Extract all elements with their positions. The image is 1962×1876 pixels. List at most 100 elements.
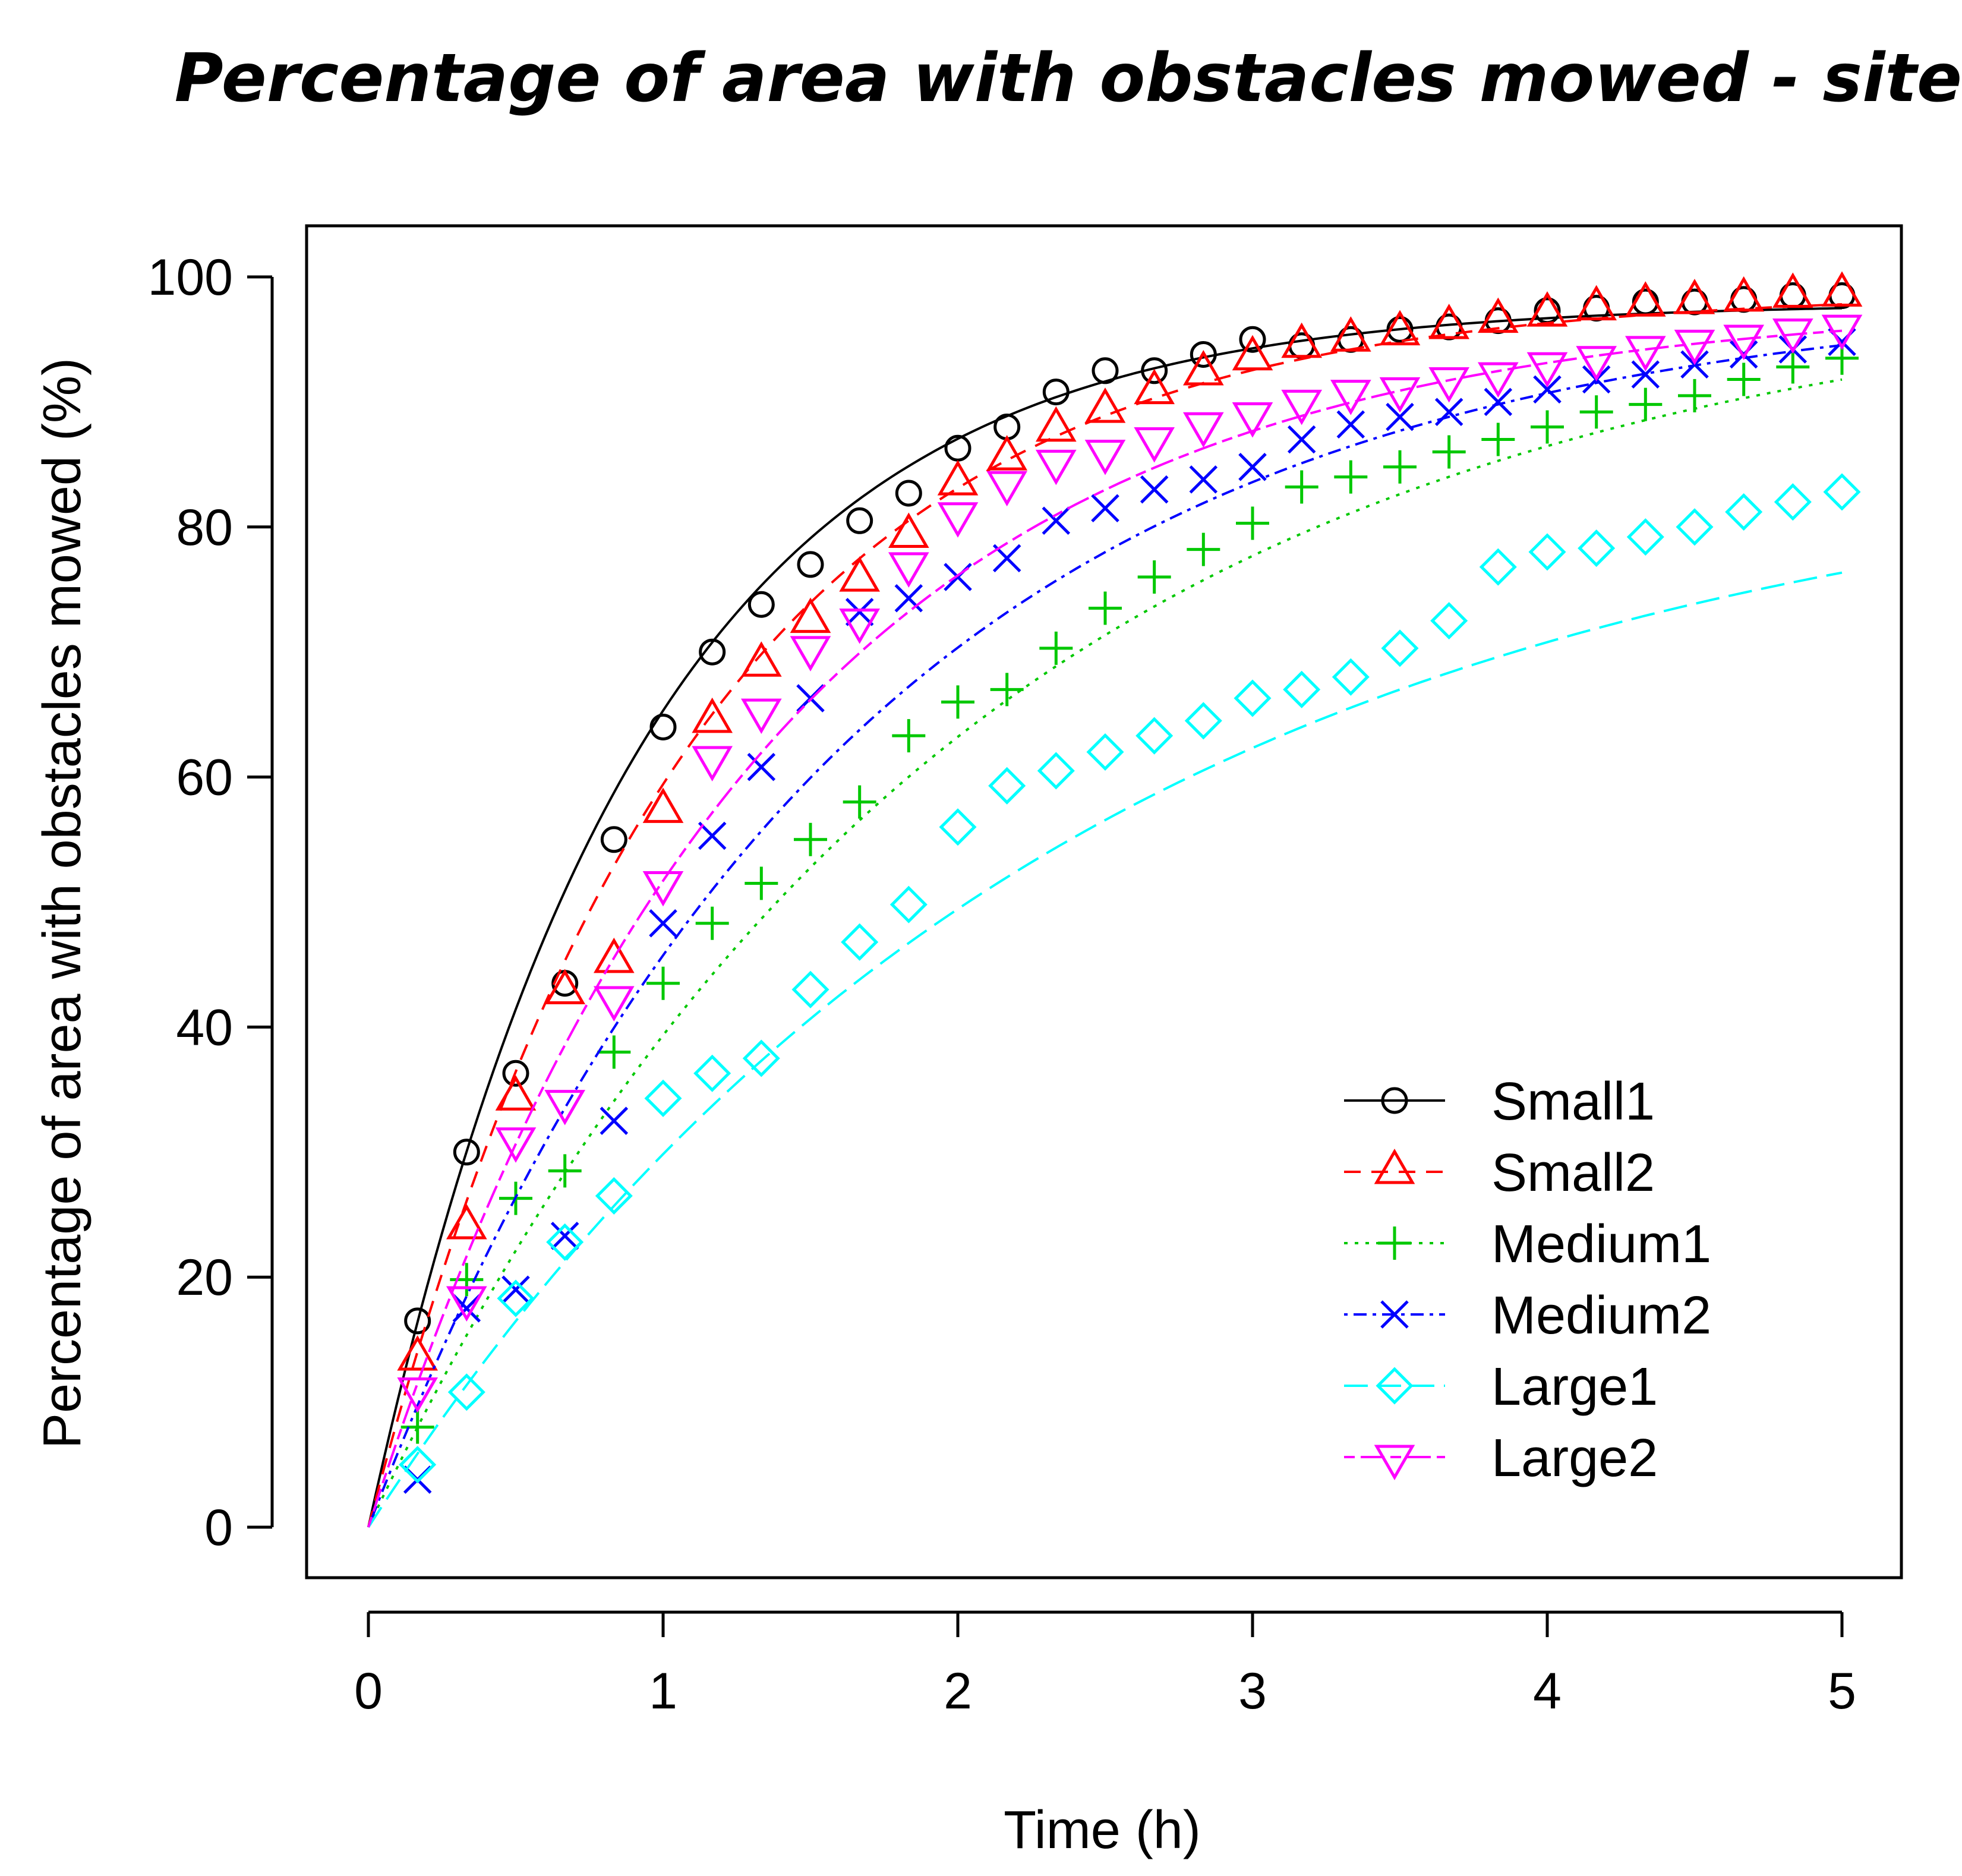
data-point-small1 [404, 1307, 431, 1335]
data-point-medium1 [892, 719, 926, 753]
data-point-large1 [1283, 670, 1321, 708]
data-point-small2 [642, 787, 684, 823]
data-point-small2 [937, 460, 979, 496]
data-point-large1 [1823, 473, 1861, 511]
series-layer [367, 271, 1863, 1528]
legend-item-small1: Small1 [1344, 1072, 1655, 1131]
data-point-medium1 [1579, 395, 1613, 429]
plot-frame [305, 224, 1903, 1579]
data-point-large2 [1182, 412, 1224, 448]
data-point-small2 [1182, 350, 1224, 386]
data-point-small2 [1330, 316, 1371, 352]
legend-item-large1: Large1 [1344, 1357, 1658, 1417]
legend-label: Large1 [1491, 1357, 1658, 1417]
data-point-large1 [497, 1279, 535, 1317]
data-point-small2 [397, 1335, 439, 1371]
data-point-small1 [649, 713, 677, 740]
series-line-large2 [367, 329, 1843, 1528]
legend-label: Large2 [1491, 1429, 1658, 1488]
data-point-large1 [1774, 483, 1812, 521]
data-point-large1 [447, 1373, 485, 1411]
data-point-small2 [1576, 285, 1617, 321]
data-point-large2 [1035, 449, 1077, 485]
y-tick-label: 100 [148, 249, 234, 306]
data-point-medium1 [1334, 460, 1368, 494]
data-point-large1 [742, 1039, 780, 1077]
data-point-large1 [1528, 533, 1566, 571]
data-point-small2 [544, 969, 586, 1004]
data-point-small1 [1632, 288, 1659, 316]
data-point-large1 [841, 923, 879, 961]
data-point-small1 [1141, 357, 1168, 384]
data-point-large2 [986, 471, 1028, 507]
data-point-small1 [895, 480, 922, 507]
data-point-small1 [1386, 316, 1414, 343]
x-tick-label: 1 [649, 1663, 677, 1720]
data-point-small1 [797, 551, 824, 578]
data-point-large1 [1626, 518, 1664, 556]
data-point-small2 [1772, 272, 1813, 308]
y-axis: 0 20 40 60 80 100 [148, 249, 274, 1556]
data-point-medium2 [1189, 465, 1218, 494]
data-point-large1 [1381, 629, 1419, 667]
data-point-large1 [889, 885, 928, 923]
data-point-large1 [1037, 752, 1075, 790]
legend-label: Medium2 [1491, 1286, 1711, 1345]
data-point-medium2 [1631, 360, 1660, 389]
data-point-medium2 [649, 909, 677, 938]
data-point-large2 [1379, 377, 1421, 413]
x-axis-title: Time (h) [1004, 1801, 1201, 1860]
legend-label: Medium1 [1491, 1215, 1711, 1274]
data-point-medium1 [695, 906, 729, 940]
data-point-large2 [1723, 324, 1765, 360]
data-point-medium2 [1238, 453, 1267, 481]
data-point-medium2 [1386, 402, 1414, 431]
data-point-small1 [1190, 340, 1217, 368]
data-point-medium2 [1484, 387, 1513, 417]
legend: Small1 Small2 Medium1 Medium2 Large1 Large2 [1344, 1072, 1711, 1488]
data-point-large2 [593, 986, 635, 1022]
x-tick-label: 4 [1533, 1663, 1562, 1720]
data-point-large2 [1625, 336, 1666, 371]
data-point-medium2 [1091, 494, 1119, 523]
data-point-medium1 [1432, 435, 1466, 469]
data-point-large1 [399, 1446, 437, 1484]
legend-label: Small2 [1491, 1143, 1655, 1203]
series-line-medium2 [367, 343, 1843, 1528]
data-point-medium1 [1678, 379, 1711, 412]
y-tick-label: 60 [176, 749, 233, 806]
data-point-large2 [790, 636, 831, 671]
data-point-medium1 [450, 1263, 484, 1297]
data-point-medium1 [1727, 362, 1761, 396]
data-point-medium2 [1533, 375, 1562, 404]
data-point-small2 [1428, 304, 1470, 339]
data-point-small2 [446, 1204, 487, 1240]
data-point-large1 [1234, 679, 1272, 717]
data-point-small1 [1042, 379, 1070, 406]
data-point-medium1 [548, 1154, 582, 1188]
series-large1 [367, 473, 1861, 1528]
data-point-medium1 [745, 866, 778, 900]
data-point-small2 [1232, 335, 1273, 371]
data-point-large1 [791, 970, 829, 1008]
data-point-large1 [595, 1177, 633, 1215]
data-point-small2 [1084, 387, 1126, 423]
data-point-large2 [1084, 440, 1126, 475]
data-point-medium1 [646, 966, 680, 1000]
data-point-small2 [1674, 279, 1715, 314]
data-point-medium1 [1236, 506, 1269, 540]
data-point-large2 [937, 502, 979, 538]
x-tick-label: 0 [354, 1663, 383, 1720]
legend-item-small2: Small2 [1344, 1143, 1655, 1203]
legend-marker [1378, 1227, 1411, 1260]
data-point-medium1 [1383, 450, 1417, 484]
data-point-large2 [495, 1127, 537, 1163]
data-point-small1 [846, 507, 873, 534]
data-point-small2 [495, 1075, 537, 1111]
data-point-small2 [1723, 276, 1765, 312]
data-point-large1 [1086, 733, 1124, 771]
data-point-large1 [1676, 508, 1714, 546]
series-medium1 [367, 341, 1859, 1528]
data-point-small1 [1239, 326, 1266, 353]
